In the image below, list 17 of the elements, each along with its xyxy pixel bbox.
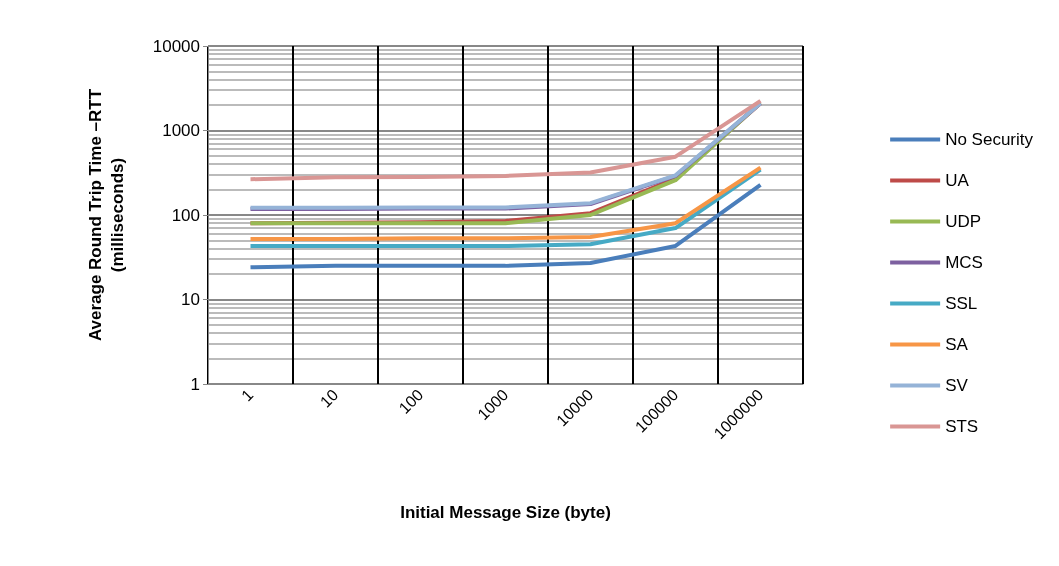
legend-label: SV [945, 376, 969, 395]
y-tick-label: 100 [171, 205, 200, 225]
x-axis-title: Initial Message Size (byte) [400, 503, 611, 522]
y-axis-title: Average Round Trip Time –RTT (milliseconds) [85, 88, 127, 342]
y-tick-label: 10 [181, 290, 200, 309]
x-tick-label: 1 [238, 385, 257, 405]
y-tick-label: 10000 [152, 36, 200, 56]
legend-label: SSL [945, 294, 978, 313]
legend-label: No Security [945, 130, 1034, 149]
y-tick-label: 1000 [162, 121, 200, 140]
legend-label: MCS [945, 253, 983, 272]
legend-label: UA [945, 171, 970, 190]
x-tick-label: 100 [395, 385, 427, 417]
legend-label: STS [945, 417, 979, 436]
legend-label: SA [945, 335, 969, 354]
legend-label: UDP [945, 212, 982, 231]
x-tick-label: 10 [316, 385, 342, 411]
